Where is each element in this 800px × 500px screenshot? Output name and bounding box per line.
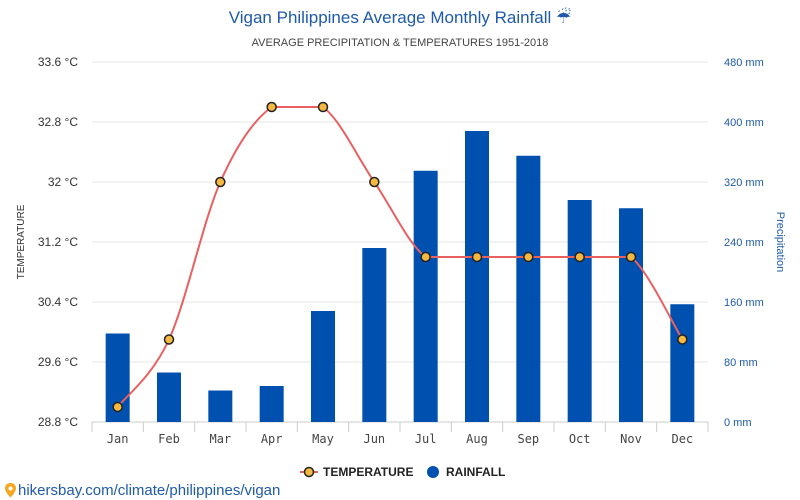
rainfall-bar [157,372,181,422]
right-axis-title: Precipitation [774,212,786,273]
source-link[interactable]: hikersbay.com/climate/philippines/vigan [18,482,280,499]
x-axis-ticks: Jan Feb Mar Apr May Jun Jul Aug Sep Oct Nov Dec [107,432,693,446]
temperature-point [471,251,483,263]
left-tick-label: 29.6 °C [38,355,78,369]
left-axis-title: TEMPERATURE [16,204,27,279]
legend-rainfall-label: RAINFALL [446,465,505,479]
right-tick-label: 80 mm [724,357,758,369]
temperature-markers [112,101,688,413]
temperature-point [574,251,585,263]
x-tick-label: Nov [620,432,642,446]
temperature-point [523,251,534,263]
left-axis-ticks: 28.8 °C 29.6 °C 30.4 °C 31.2 °C 32 °C 32.8 °C… [38,55,78,429]
rainfall-bar [259,386,284,422]
x-tick-label: Jan [107,432,129,446]
chart-title: Vigan Philippines Average Monthly Rainfa… [229,7,572,27]
right-tick-label: 400 mm [724,117,764,129]
temperature-point [266,101,277,113]
temperature-point [317,101,329,113]
right-tick-label: 240 mm [724,237,764,249]
right-tick-label: 160 mm [724,297,764,309]
x-tick-label: Sep [517,432,539,446]
left-tick-label: 32.8 °C [38,115,78,129]
temperature-point [112,401,123,413]
temperature-point [369,176,380,188]
right-tick-label: 320 mm [724,177,764,189]
right-tick-label: 0 mm [724,417,752,429]
left-tick-label: 32 °C [48,175,78,189]
rainfall-bar [208,390,233,422]
legend-temperature-marker [303,466,315,478]
legend: TEMPERATURE RAINFALL [300,465,505,479]
x-tick-label: May [312,432,334,446]
right-tick-label: 480 mm [724,57,764,69]
x-tick-label: Oct [569,432,591,446]
left-tick-label: 33.6 °C [38,55,78,69]
temperature-point [420,251,431,263]
rainfall-bar [567,200,592,422]
left-tick-label: 28.8 °C [38,415,78,429]
rainfall-bar [362,248,387,422]
temperature-point [215,176,226,188]
rainfall-bar [465,131,489,422]
left-tick-label: 31.2 °C [38,235,78,249]
legend-temperature-label: TEMPERATURE [323,465,413,479]
rainfall-bar [670,304,695,422]
x-tick-label: Jun [363,432,385,446]
temperature-point [625,251,637,263]
x-tick-label: Feb [158,432,180,446]
right-axis-ticks: 0 mm 80 mm 160 mm 240 mm 320 mm 400 mm 480 mm [724,57,764,429]
grid-layer [91,61,709,432]
rainfall-bar [516,155,541,422]
x-tick-label: Aug [466,432,488,446]
chart-subtitle: AVERAGE PRECIPITATION & TEMPERATURES 195… [252,37,549,49]
rainfall-bars [105,131,695,422]
x-tick-label: Dec [671,432,693,446]
x-tick-label: Jul [415,432,437,446]
map-pin-dot [8,486,13,491]
source-credit: hikersbay.com/climate/philippines/vigan [5,482,280,499]
left-tick-label: 30.4 °C [38,295,78,309]
x-tick-label: Mar [209,432,231,446]
x-tick-label: Apr [261,432,283,446]
legend-rainfall-marker [427,466,439,478]
rainfall-bar [413,170,438,422]
rainfall-bar [619,208,643,422]
temperature-point [677,334,688,345]
temperature-point [163,334,175,345]
rainfall-bar [311,311,335,422]
